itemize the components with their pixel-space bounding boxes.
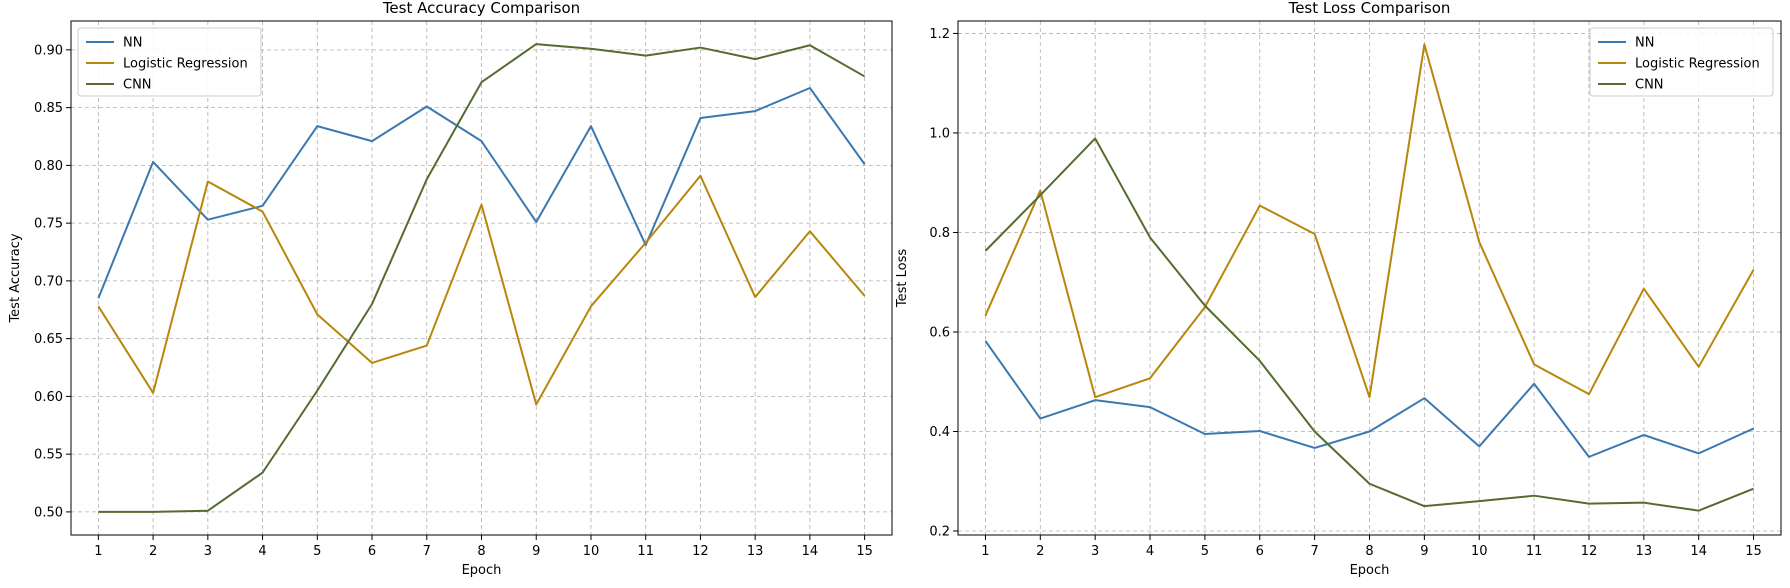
- chart-0-title: Test Accuracy Comparison: [382, 0, 580, 17]
- chart-0-y-tick-label-0: 0.50: [34, 505, 63, 520]
- chart-0-y-tick-label-2: 0.60: [34, 390, 63, 405]
- chart-0-x-tick-label-6: 7: [423, 544, 431, 559]
- chart-1-series-line-1: [984, 43, 1755, 399]
- chart-1-x-tick-label-7: 8: [1365, 544, 1373, 559]
- chart-1-x-tick-label-12: 13: [1636, 544, 1653, 559]
- chart-1-title: Test Loss Comparison: [1288, 0, 1451, 17]
- chart-1-legend-label-2: CNN: [1635, 78, 1664, 93]
- chart-1-x-tick-label-5: 6: [1256, 544, 1264, 559]
- chart-1-legend-label-1: Logistic Regression: [1635, 57, 1760, 72]
- chart-0-y-tick-label-4: 0.70: [34, 274, 63, 289]
- chart-0-x-tick-label-8: 9: [532, 544, 540, 559]
- chart-0-y-tick-label-1: 0.55: [34, 448, 63, 463]
- chart-1-x-tick-label-4: 5: [1201, 544, 1209, 559]
- chart-1-y-tick-label-3: 0.8: [929, 226, 950, 241]
- chart-1-y-tick-label-0: 0.2: [929, 525, 950, 540]
- chart-0-y-axis-label: Test Accuracy: [8, 233, 23, 323]
- chart-0-x-tick-label-9: 10: [583, 544, 600, 559]
- chart-0-x-tick-label-11: 12: [692, 544, 709, 559]
- chart-1-series-line-2: [984, 137, 1754, 512]
- chart-1-x-tick-label-8: 9: [1420, 544, 1428, 559]
- chart-0-legend-label-0: NN: [123, 36, 142, 51]
- chart-1-x-axis-label: Epoch: [1350, 563, 1390, 578]
- chart-accuracy: 1 2 3 4 5 6 7 8 9 10 11 12 13 14 150.500.550.600.650.7…: [8, 0, 893, 578]
- chart-0-series-line-1: [97, 174, 866, 406]
- chart-0-x-tick-label-1: 2: [149, 544, 157, 559]
- chart-1-x-tick-label-6: 7: [1310, 544, 1318, 559]
- chart-0-series-line-2: [98, 43, 866, 513]
- chart-0-x-tick-label-2: 3: [204, 544, 212, 559]
- chart-0-legend: NN Logistic Regression CNN: [77, 27, 262, 97]
- chart-0-y-tick-label-7: 0.85: [34, 101, 63, 116]
- chart-1-x-tick-label-10: 11: [1526, 544, 1543, 559]
- chart-1-x-tick-label-14: 15: [1745, 544, 1762, 559]
- chart-0-y-tick-label-5: 0.75: [34, 217, 63, 232]
- chart-1-series-line-0: [984, 340, 1754, 458]
- chart-0-x-tick-label-12: 13: [747, 544, 764, 559]
- chart-0-y-tick-label-8: 0.90: [34, 43, 63, 58]
- chart-0-y-tick-label-3: 0.65: [34, 332, 63, 347]
- chart-1-legend: NN Logistic Regression CNN: [1589, 27, 1774, 97]
- chart-0-x-tick-label-14: 15: [856, 544, 873, 559]
- chart-0-legend-box: [77, 27, 262, 97]
- chart-0-x-axis-label: Epoch: [462, 563, 502, 578]
- chart-1-y-tick-label-4: 1.0: [929, 126, 950, 141]
- chart-0-legend-label-2: CNN: [123, 78, 152, 93]
- chart-1-x-tick-label-0: 1: [981, 544, 989, 559]
- chart-0-x-tick-label-7: 8: [477, 544, 485, 559]
- chart-0-x-tick-label-3: 4: [258, 544, 266, 559]
- chart-1-x-tick-label-2: 3: [1091, 544, 1099, 559]
- chart-0-x-tick-label-13: 14: [802, 544, 819, 559]
- chart-1-x-tick-label-3: 4: [1146, 544, 1154, 559]
- chart-0-x-tick-label-4: 5: [313, 544, 321, 559]
- chart-1-y-tick-label-2: 0.6: [929, 325, 950, 340]
- chart-0-x-tick-label-5: 6: [368, 544, 376, 559]
- chart-0-legend-label-1: Logistic Regression: [123, 57, 248, 72]
- chart-1-y-axis-label: Test Loss: [895, 249, 910, 308]
- chart-0-series-line-0: [97, 86, 866, 299]
- chart-1-x-tick-label-1: 2: [1036, 544, 1044, 559]
- chart-0-x-tick-label-0: 1: [94, 544, 102, 559]
- chart-0-y-tick-label-6: 0.80: [34, 159, 63, 174]
- chart-1-x-tick-label-9: 10: [1471, 544, 1488, 559]
- chart-1-x-tick-label-11: 12: [1581, 544, 1598, 559]
- chart-0-x-tick-label-10: 11: [637, 544, 654, 559]
- chart-1-y-tick-label-1: 0.4: [929, 425, 950, 440]
- chart-1-legend-label-0: NN: [1635, 36, 1654, 51]
- chart-1-x-tick-label-13: 14: [1690, 544, 1707, 559]
- chart-loss: 1 2 3 4 5 6 7 8 9 10 11 12 13 14 150.20.40.60.81.01.2T…: [895, 0, 1782, 578]
- chart-1-legend-box: [1589, 27, 1774, 97]
- chart-1-y-tick-label-5: 1.2: [929, 27, 950, 42]
